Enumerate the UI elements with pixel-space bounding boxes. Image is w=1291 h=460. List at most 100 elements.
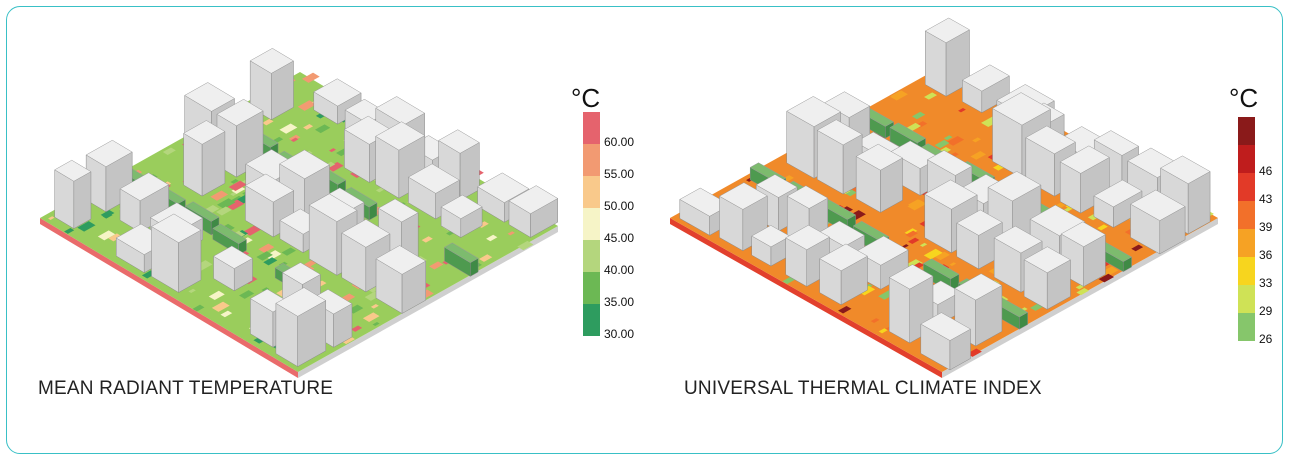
building: [249, 48, 294, 74]
ground-patch: [220, 310, 233, 318]
ground-patch: [192, 304, 205, 312]
legend-swatch: [583, 176, 600, 208]
building: [341, 219, 391, 248]
building: [785, 224, 831, 251]
ground-patch: [281, 247, 296, 256]
ground-patch: [1097, 224, 1108, 231]
ground-patch: [262, 118, 274, 126]
ground-patch: [934, 251, 950, 261]
legend-swatch: [583, 112, 600, 144]
building: [924, 179, 978, 210]
ground-patch: [328, 148, 337, 153]
building: [956, 209, 1003, 236]
ground-patch: [946, 135, 965, 146]
legend-tick-label: 43: [1259, 192, 1273, 206]
ground-patch: [924, 92, 938, 100]
tree-row: [922, 258, 960, 280]
ground-patch: [340, 335, 356, 345]
ground-patch: [479, 254, 493, 262]
building: [308, 193, 358, 222]
ground-patch: [372, 321, 380, 327]
tree-row: [889, 122, 927, 144]
ground-patch: [211, 301, 230, 312]
ground-patch: [226, 199, 245, 211]
building: [375, 245, 427, 275]
ground-patch: [256, 251, 273, 261]
ground-patch: [1131, 244, 1144, 252]
legend-swatch: [583, 240, 600, 272]
building: [151, 213, 202, 243]
ground-patch: [870, 318, 880, 323]
ground-patch: [208, 290, 225, 301]
ground-patch: [923, 248, 943, 260]
legend-tick-label: 29: [1259, 304, 1273, 318]
building: [888, 264, 934, 290]
legend-swatch: [1238, 173, 1255, 201]
ground-patch: [972, 137, 982, 143]
building: [818, 220, 865, 247]
ground-patch: [907, 199, 927, 211]
building: [213, 245, 254, 269]
caption-utci: UNIVERSAL THERMAL CLIMATE INDEX: [684, 378, 1042, 399]
tree-row: [184, 201, 220, 222]
building: [855, 143, 904, 171]
legend-swatch: [1238, 313, 1255, 341]
ground-patch: [943, 135, 953, 141]
ground-patch: [297, 100, 317, 111]
building: [1059, 145, 1110, 174]
panel-mrt: °C 60.00 55.00 50.00 45.00 40.00 35.00 30.00 M…: [0, 0, 640, 460]
legend-tick-label: 40.00: [604, 263, 635, 277]
ground-patch: [507, 231, 515, 236]
ground-patch: [421, 236, 433, 243]
ground-patch: [314, 124, 331, 134]
ground-patch: [279, 123, 298, 134]
ground-patch: [258, 243, 275, 253]
ground-patch: [290, 137, 299, 142]
legend-tick-label: 36: [1259, 248, 1273, 262]
ground-patch: [902, 244, 909, 248]
building: [1160, 155, 1211, 185]
ground-patch: [517, 240, 534, 251]
building: [786, 185, 829, 209]
legend-swatch: [583, 208, 600, 240]
ground-patch: [243, 225, 262, 236]
ground-patch: [934, 139, 950, 149]
tree-row: [212, 223, 247, 245]
building: [281, 262, 321, 285]
building: [920, 312, 972, 341]
building: [216, 98, 264, 127]
legend-swatch: [1238, 145, 1255, 173]
ground-patch: [77, 221, 96, 232]
building: [407, 163, 460, 194]
building: [73, 171, 92, 230]
building: [718, 182, 768, 210]
tree-row: [852, 220, 890, 242]
map-utci-3d-city: [670, 17, 1218, 378]
legend-swatch: [583, 144, 600, 176]
legend-swatch: [1238, 229, 1255, 257]
building: [477, 172, 530, 203]
building: [1025, 125, 1076, 155]
legend-tick-label: 39: [1259, 220, 1273, 234]
ground-patch: [429, 261, 444, 270]
ground-patch: [210, 190, 229, 201]
building: [378, 198, 419, 223]
ground-patch: [486, 234, 498, 242]
building: [1060, 221, 1106, 247]
building: [375, 121, 426, 151]
legend-swatch: [1238, 257, 1255, 285]
building: [275, 287, 327, 317]
ground-patch: [301, 72, 320, 83]
ground-patch: [890, 90, 908, 101]
ground-patch: [970, 151, 987, 160]
ground-patch: [97, 230, 116, 241]
legend-unit: °C: [571, 83, 601, 113]
building: [438, 129, 480, 154]
building: [755, 174, 798, 198]
building: [85, 139, 133, 168]
building: [440, 194, 483, 219]
building: [786, 96, 842, 127]
building: [244, 173, 295, 203]
legend-swatch: [1238, 117, 1255, 145]
building: [313, 78, 362, 107]
